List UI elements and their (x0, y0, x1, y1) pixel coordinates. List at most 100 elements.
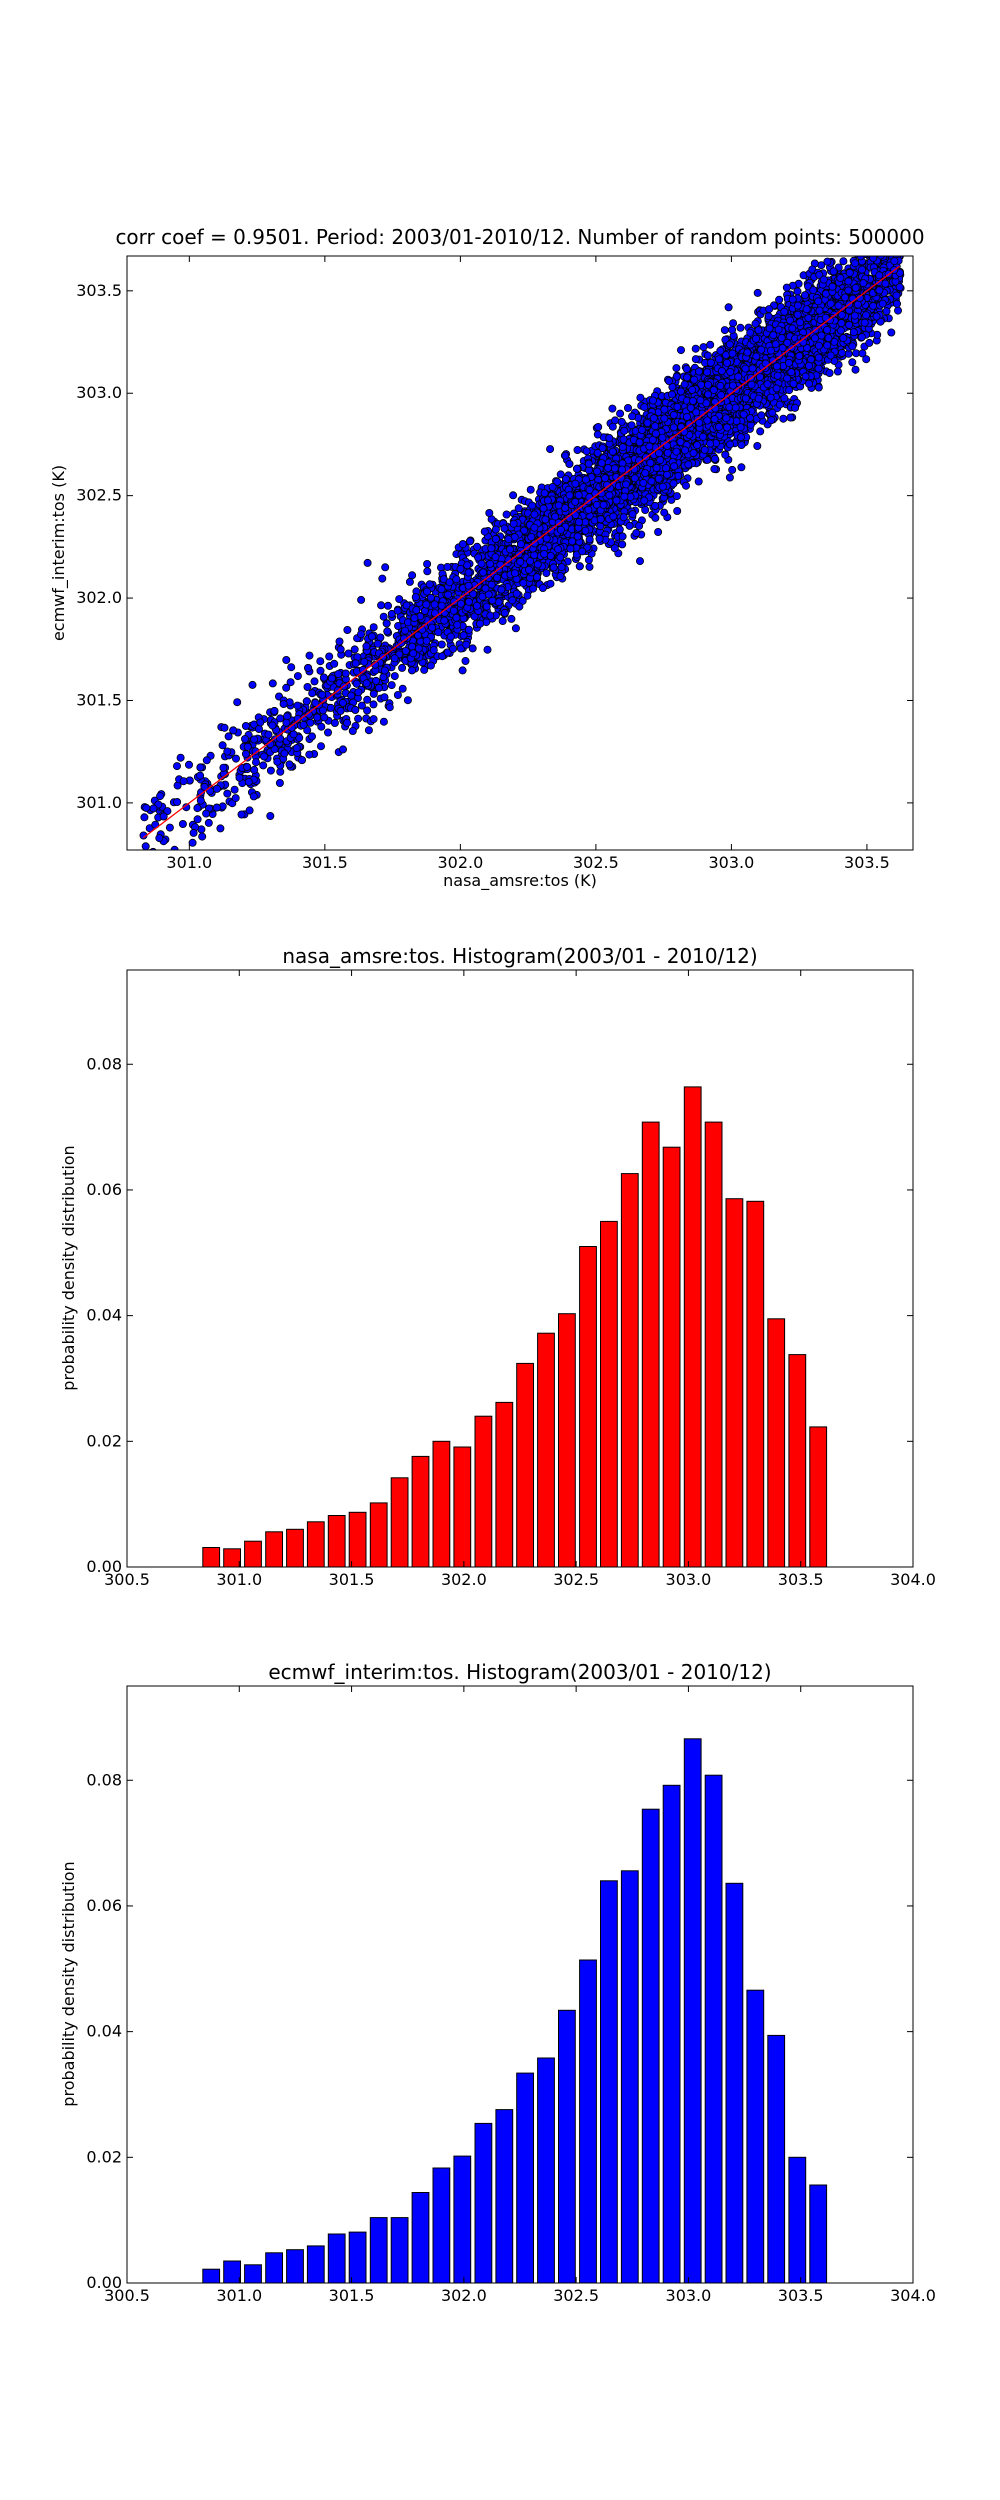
scatter-point (728, 465, 737, 474)
scatter-point (260, 752, 269, 761)
scatter-point (405, 577, 414, 586)
scatter-point (198, 832, 207, 841)
scatter-point (334, 670, 343, 679)
scatter-point (216, 824, 225, 833)
scatter-point (335, 637, 344, 646)
scatter-point (224, 732, 233, 741)
scatter-point (682, 481, 691, 490)
scatter-point (468, 644, 477, 653)
scatter-point (313, 713, 322, 722)
scatter-point (363, 706, 372, 715)
scatter-point (458, 666, 467, 675)
scatter-point (196, 796, 205, 805)
scatter-point (379, 717, 388, 726)
scatter-point (286, 678, 295, 687)
scatter-point (403, 696, 412, 705)
scatter-point (381, 563, 390, 572)
scatter-point (338, 745, 347, 754)
scatter-point (636, 557, 645, 566)
scatter-point (336, 706, 345, 715)
scatter-point (660, 508, 669, 517)
scatter-point (520, 526, 529, 535)
scatter-point (511, 624, 520, 633)
scatter-point (347, 691, 356, 700)
scatter-point (546, 445, 555, 454)
scatter-points (139, 256, 905, 850)
scatter-point (461, 657, 470, 666)
scatter-point (470, 612, 479, 621)
scatter-point (354, 714, 363, 723)
scatter-point (308, 689, 317, 698)
scatter-point (299, 720, 308, 729)
scatter-point (305, 750, 314, 759)
scatter-point (233, 698, 242, 707)
scatter-point (582, 447, 591, 456)
scatter-point (625, 521, 634, 530)
scatter-point (483, 645, 492, 654)
scatter-point (673, 506, 682, 515)
scatter-point (706, 340, 715, 349)
scatter-point (249, 792, 258, 801)
scatter-point (393, 606, 402, 615)
scatter-point (694, 477, 703, 486)
scatter-point (514, 504, 523, 513)
scatter-point (237, 810, 246, 819)
scatter-point (379, 673, 388, 682)
scatter-point (172, 762, 181, 771)
scatter-point (266, 766, 275, 775)
scatter-panel: corr coef = 0.9501. Period: 2003/01-2010… (49, 225, 925, 891)
scatter-point (320, 713, 329, 722)
scatter-point (608, 404, 617, 413)
scatter-point (529, 584, 538, 593)
scatter-point (316, 666, 325, 675)
scatter-point (786, 413, 795, 422)
scatter-point (220, 723, 229, 732)
scatter-point (379, 612, 388, 621)
scatter-point (293, 701, 302, 710)
scatter-point (350, 645, 359, 654)
scatter-point (343, 718, 352, 727)
scatter-point (691, 344, 700, 353)
scatter-point (163, 807, 172, 816)
scatter-point (307, 732, 316, 741)
scatter-point (764, 312, 773, 321)
scatter-point (672, 364, 681, 373)
scatter-point (316, 657, 325, 666)
scatter-point (282, 656, 291, 665)
scatter-point (699, 343, 708, 352)
scatter-point (737, 463, 746, 472)
scatter-point (276, 714, 285, 723)
scatter-point (230, 785, 239, 794)
scatter-point (610, 544, 619, 553)
scatter-point (369, 689, 378, 698)
scatter-point (231, 754, 240, 763)
scatter-point (374, 683, 383, 692)
scatter-point (266, 812, 275, 821)
scatter-point (382, 619, 391, 628)
scatter-point (753, 288, 762, 297)
scatter-point (556, 470, 565, 479)
scatter-point (585, 562, 594, 571)
scatter-point (473, 542, 482, 551)
scatter-point (387, 681, 396, 690)
scatter-point (729, 319, 738, 328)
scatter-point (165, 823, 174, 832)
scatter-point (779, 414, 788, 423)
scatter-point (145, 824, 154, 833)
scatter-point (188, 838, 197, 847)
scatter-point (193, 815, 202, 824)
scatter-point (839, 257, 848, 266)
scatter-point (156, 792, 165, 801)
scatter-point (423, 567, 432, 576)
scatter-point (459, 631, 468, 640)
scatter-point (176, 753, 185, 762)
scatter-point (654, 528, 663, 537)
scatter-point (725, 473, 734, 482)
scatter-point (420, 665, 429, 674)
scatter-point (357, 701, 366, 710)
scatter-point (275, 779, 284, 788)
scatter-point (282, 683, 291, 692)
scatter-point (373, 639, 382, 648)
